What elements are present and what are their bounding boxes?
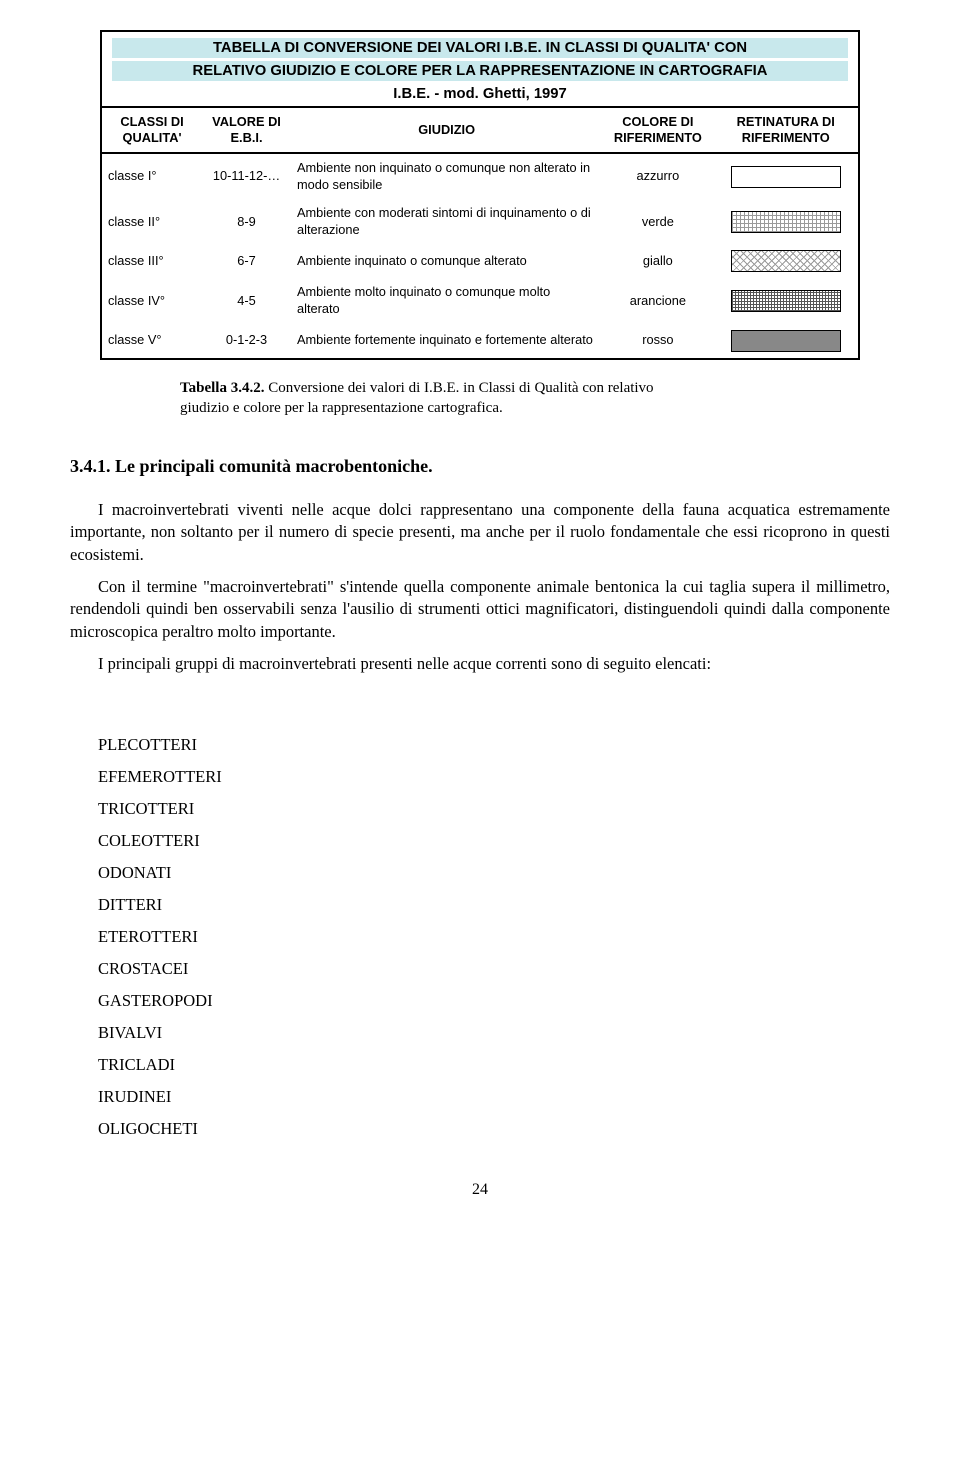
- caption-bold: Tabella 3.4.2.: [180, 380, 264, 396]
- group-item: TRICLADI: [98, 1055, 890, 1075]
- section-heading: 3.4.1. Le principali comunità macrobento…: [70, 456, 890, 477]
- retinatura-swatch: [731, 211, 841, 233]
- th-valore: VALORE DI E.B.I.: [202, 108, 291, 153]
- table-row: classe II°8-9Ambiente con moderati sinto…: [102, 199, 858, 244]
- cell-valore: 0-1-2-3: [202, 324, 291, 358]
- cell-colore: giallo: [602, 244, 713, 278]
- cell-classe: classe II°: [102, 199, 202, 244]
- th-giudizio: GIUDIZIO: [291, 108, 602, 153]
- retinatura-swatch: [731, 166, 841, 188]
- group-item: ETEROTTERI: [98, 927, 890, 947]
- table-row: classe V°0-1-2-3Ambiente fortemente inqu…: [102, 324, 858, 358]
- retinatura-swatch: [731, 330, 841, 352]
- cell-swatch: [713, 199, 858, 244]
- group-item: EFEMEROTTERI: [98, 767, 890, 787]
- group-item: BIVALVI: [98, 1023, 890, 1043]
- cell-classe: classe V°: [102, 324, 202, 358]
- th-retinatura: RETINATURA DI RIFERIMENTO: [713, 108, 858, 153]
- th-classe: CLASSI DI QUALITA': [102, 108, 202, 153]
- cell-giudizio: Ambiente non inquinato o comunque non al…: [291, 153, 602, 199]
- cell-giudizio: Ambiente fortemente inquinato e fortemen…: [291, 324, 602, 358]
- cell-swatch: [713, 324, 858, 358]
- group-item: PLECOTTERI: [98, 735, 890, 755]
- table-row: classe IV°4-5Ambiente molto inquinato o …: [102, 278, 858, 323]
- table-row: classe III°6-7Ambiente inquinato o comun…: [102, 244, 858, 278]
- group-item: DITTERI: [98, 895, 890, 915]
- group-item: GASTEROPODI: [98, 991, 890, 1011]
- group-item: IRUDINEI: [98, 1087, 890, 1107]
- cell-classe: classe I°: [102, 153, 202, 199]
- cell-valore: 6-7: [202, 244, 291, 278]
- retinatura-swatch: [731, 250, 841, 272]
- group-item: CROSTACEI: [98, 959, 890, 979]
- cell-colore: verde: [602, 199, 713, 244]
- table-caption: Tabella 3.4.2. Conversione dei valori di…: [180, 378, 890, 419]
- caption-text1: Conversione dei valori di I.B.E. in Clas…: [264, 380, 653, 396]
- paragraph-2: Con il termine "macroinvertebrati" s'int…: [70, 576, 890, 643]
- cell-valore: 8-9: [202, 199, 291, 244]
- th-colore: COLORE DI RIFERIMENTO: [602, 108, 713, 153]
- table-row: classe I°10-11-12-…Ambiente non inquinat…: [102, 153, 858, 199]
- group-item: ODONATI: [98, 863, 890, 883]
- group-item: TRICOTTERI: [98, 799, 890, 819]
- table-title-line3: I.B.E. - mod. Ghetti, 1997: [112, 84, 848, 104]
- table-title-line1: TABELLA DI CONVERSIONE DEI VALORI I.B.E.…: [112, 38, 848, 58]
- cell-giudizio: Ambiente con moderati sintomi di inquina…: [291, 199, 602, 244]
- page-number: 24: [70, 1181, 890, 1199]
- table-title-block: TABELLA DI CONVERSIONE DEI VALORI I.B.E.…: [102, 32, 858, 108]
- cell-swatch: [713, 244, 858, 278]
- caption-text2: giudizio e colore per la rappresentazion…: [180, 400, 503, 416]
- table-title-line2: RELATIVO GIUDIZIO E COLORE PER LA RAPPRE…: [112, 61, 848, 81]
- paragraph-3: I principali gruppi di macroinvertebrati…: [70, 653, 890, 675]
- table-header-row: CLASSI DI QUALITA' VALORE DI E.B.I. GIUD…: [102, 108, 858, 153]
- macroinvertebrate-group-list: PLECOTTERI EFEMEROTTERI TRICOTTERI COLEOTTE…: [70, 735, 890, 1139]
- cell-colore: arancione: [602, 278, 713, 323]
- cell-classe: classe IV°: [102, 278, 202, 323]
- conversion-table: TABELLA DI CONVERSIONE DEI VALORI I.B.E.…: [100, 30, 860, 360]
- cell-classe: classe III°: [102, 244, 202, 278]
- cell-colore: azzurro: [602, 153, 713, 199]
- cell-giudizio: Ambiente molto inquinato o comunque molt…: [291, 278, 602, 323]
- retinatura-swatch: [731, 290, 841, 312]
- group-item: OLIGOCHETI: [98, 1119, 890, 1139]
- cell-giudizio: Ambiente inquinato o comunque alterato: [291, 244, 602, 278]
- cell-colore: rosso: [602, 324, 713, 358]
- cell-swatch: [713, 278, 858, 323]
- group-item: COLEOTTERI: [98, 831, 890, 851]
- cell-valore: 4-5: [202, 278, 291, 323]
- cell-valore: 10-11-12-…: [202, 153, 291, 199]
- cell-swatch: [713, 153, 858, 199]
- paragraph-1: I macroinvertebrati viventi nelle acque …: [70, 499, 890, 566]
